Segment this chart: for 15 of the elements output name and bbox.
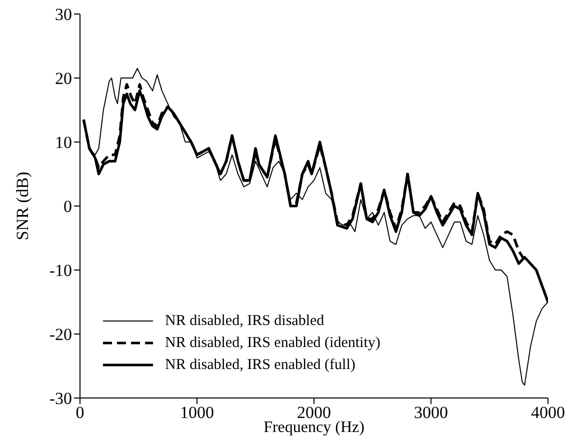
legend-label: NR disabled, IRS disabled <box>165 312 324 331</box>
y-tick-label: -30 <box>49 389 72 408</box>
y-tick-label: 30 <box>55 5 72 24</box>
y-tick-label: -10 <box>49 261 72 280</box>
x-tick-label: 1000 <box>180 403 214 422</box>
x-tick-label: 3000 <box>414 403 448 422</box>
legend-label: NR disabled, IRS enabled (full) <box>165 356 356 375</box>
y-tick-label: 20 <box>55 69 72 88</box>
y-tick-label: 10 <box>55 133 72 152</box>
y-tick-label: -20 <box>49 325 72 344</box>
legend-label: NR disabled, IRS enabled (identity) <box>165 334 380 353</box>
x-tick-label: 0 <box>76 403 84 422</box>
y-tick-label: 0 <box>64 197 72 216</box>
x-tick-label: 4000 <box>531 403 565 422</box>
y-axis-title: SNR (dB) <box>12 172 32 240</box>
